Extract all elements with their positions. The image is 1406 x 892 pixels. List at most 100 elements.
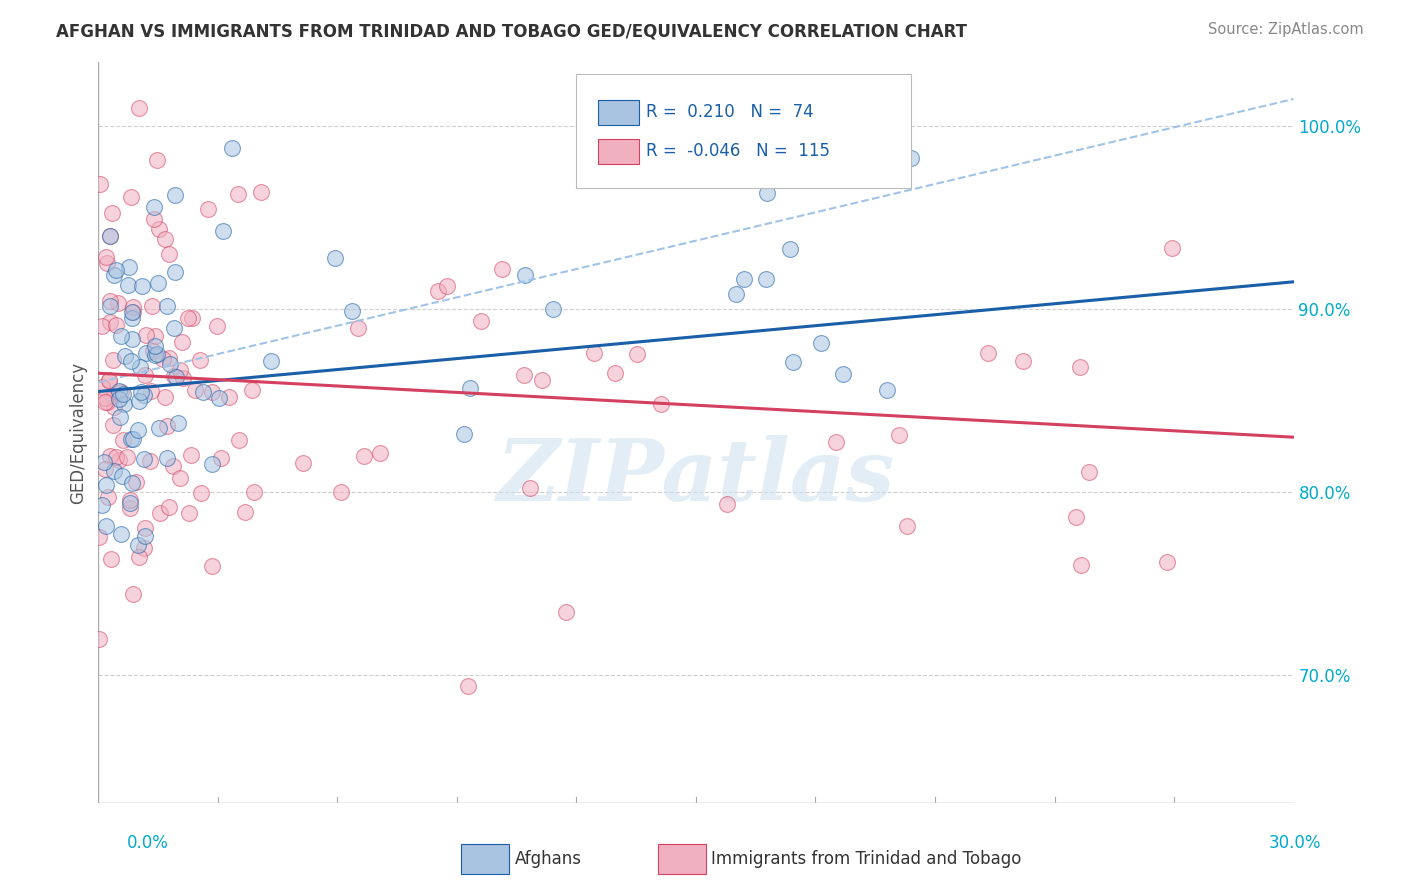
Point: [121, 332, 143, 346]
Point: [110, 384, 132, 399]
Point: [453, 426, 475, 441]
Point: [156, 450, 179, 465]
Point: [832, 367, 855, 381]
Point: [226, 186, 249, 201]
Point: [179, 506, 201, 520]
Point: [260, 354, 283, 368]
Point: [135, 328, 157, 343]
Point: [128, 549, 150, 564]
Point: [117, 278, 139, 293]
Point: [755, 186, 778, 200]
Point: [1078, 465, 1101, 479]
Point: [190, 485, 212, 500]
Point: [347, 320, 370, 334]
Point: [519, 482, 541, 496]
Point: [368, 446, 391, 460]
Point: [104, 262, 127, 277]
Point: [121, 310, 143, 325]
Point: [87, 632, 110, 647]
Point: [457, 679, 479, 693]
Point: [139, 384, 162, 398]
Point: [1064, 509, 1087, 524]
Point: [167, 417, 190, 431]
Point: [129, 384, 152, 399]
Point: [103, 268, 125, 282]
Point: [121, 475, 143, 490]
Point: [323, 251, 346, 265]
Point: [157, 351, 180, 366]
Point: [205, 319, 228, 334]
Point: [250, 185, 273, 199]
Point: [163, 369, 186, 384]
Point: [157, 247, 180, 261]
Point: [120, 501, 142, 516]
Point: [716, 497, 738, 511]
Point: [103, 400, 125, 414]
Point: [117, 450, 139, 465]
Point: [208, 392, 231, 406]
Text: 0.0%: 0.0%: [127, 834, 169, 852]
Point: [98, 228, 121, 243]
Point: [121, 305, 143, 319]
Point: [155, 419, 177, 434]
Point: [876, 383, 898, 397]
Point: [541, 302, 564, 317]
Point: [100, 228, 122, 243]
Point: [460, 381, 482, 395]
Point: [436, 279, 458, 293]
Point: [329, 485, 352, 500]
Point: [122, 432, 145, 446]
Point: [135, 346, 157, 360]
Point: [94, 394, 117, 409]
Point: [112, 397, 135, 411]
Point: [142, 211, 165, 226]
FancyBboxPatch shape: [598, 138, 638, 164]
Point: [125, 475, 148, 489]
Point: [190, 353, 212, 368]
Point: [163, 265, 186, 279]
Point: [129, 359, 152, 374]
Point: [122, 300, 145, 314]
Point: [141, 299, 163, 313]
Point: [132, 388, 155, 402]
Text: R =  -0.046   N =  115: R = -0.046 N = 115: [645, 143, 830, 161]
Point: [292, 456, 315, 470]
Point: [97, 491, 120, 505]
Point: [94, 478, 117, 492]
Point: [733, 272, 755, 286]
Point: [470, 313, 492, 327]
Point: [105, 318, 128, 332]
Point: [212, 224, 235, 238]
Point: [242, 384, 264, 398]
Point: [94, 250, 117, 264]
Point: [143, 338, 166, 352]
Point: [107, 295, 129, 310]
Point: [100, 551, 122, 566]
Y-axis label: GED/Equivalency: GED/Equivalency: [69, 361, 87, 504]
Point: [162, 458, 184, 473]
Point: [103, 418, 125, 433]
Point: [122, 587, 145, 601]
Point: [112, 387, 135, 401]
Point: [98, 316, 121, 330]
Point: [94, 392, 117, 406]
Point: [120, 495, 142, 509]
Point: [110, 329, 132, 343]
Point: [132, 541, 155, 555]
Point: [172, 370, 194, 384]
Point: [157, 500, 180, 514]
Text: Immigrants from Trinidad and Tobago: Immigrants from Trinidad and Tobago: [711, 850, 1022, 868]
Point: [603, 366, 626, 380]
Point: [201, 559, 224, 574]
Point: [153, 232, 176, 246]
Point: [91, 498, 114, 512]
Point: [101, 352, 124, 367]
Point: [134, 368, 156, 382]
Point: [779, 242, 801, 256]
Point: [896, 519, 918, 533]
Point: [128, 101, 150, 115]
Point: [132, 451, 155, 466]
Point: [152, 352, 174, 367]
Point: [134, 529, 156, 543]
Point: [127, 424, 149, 438]
